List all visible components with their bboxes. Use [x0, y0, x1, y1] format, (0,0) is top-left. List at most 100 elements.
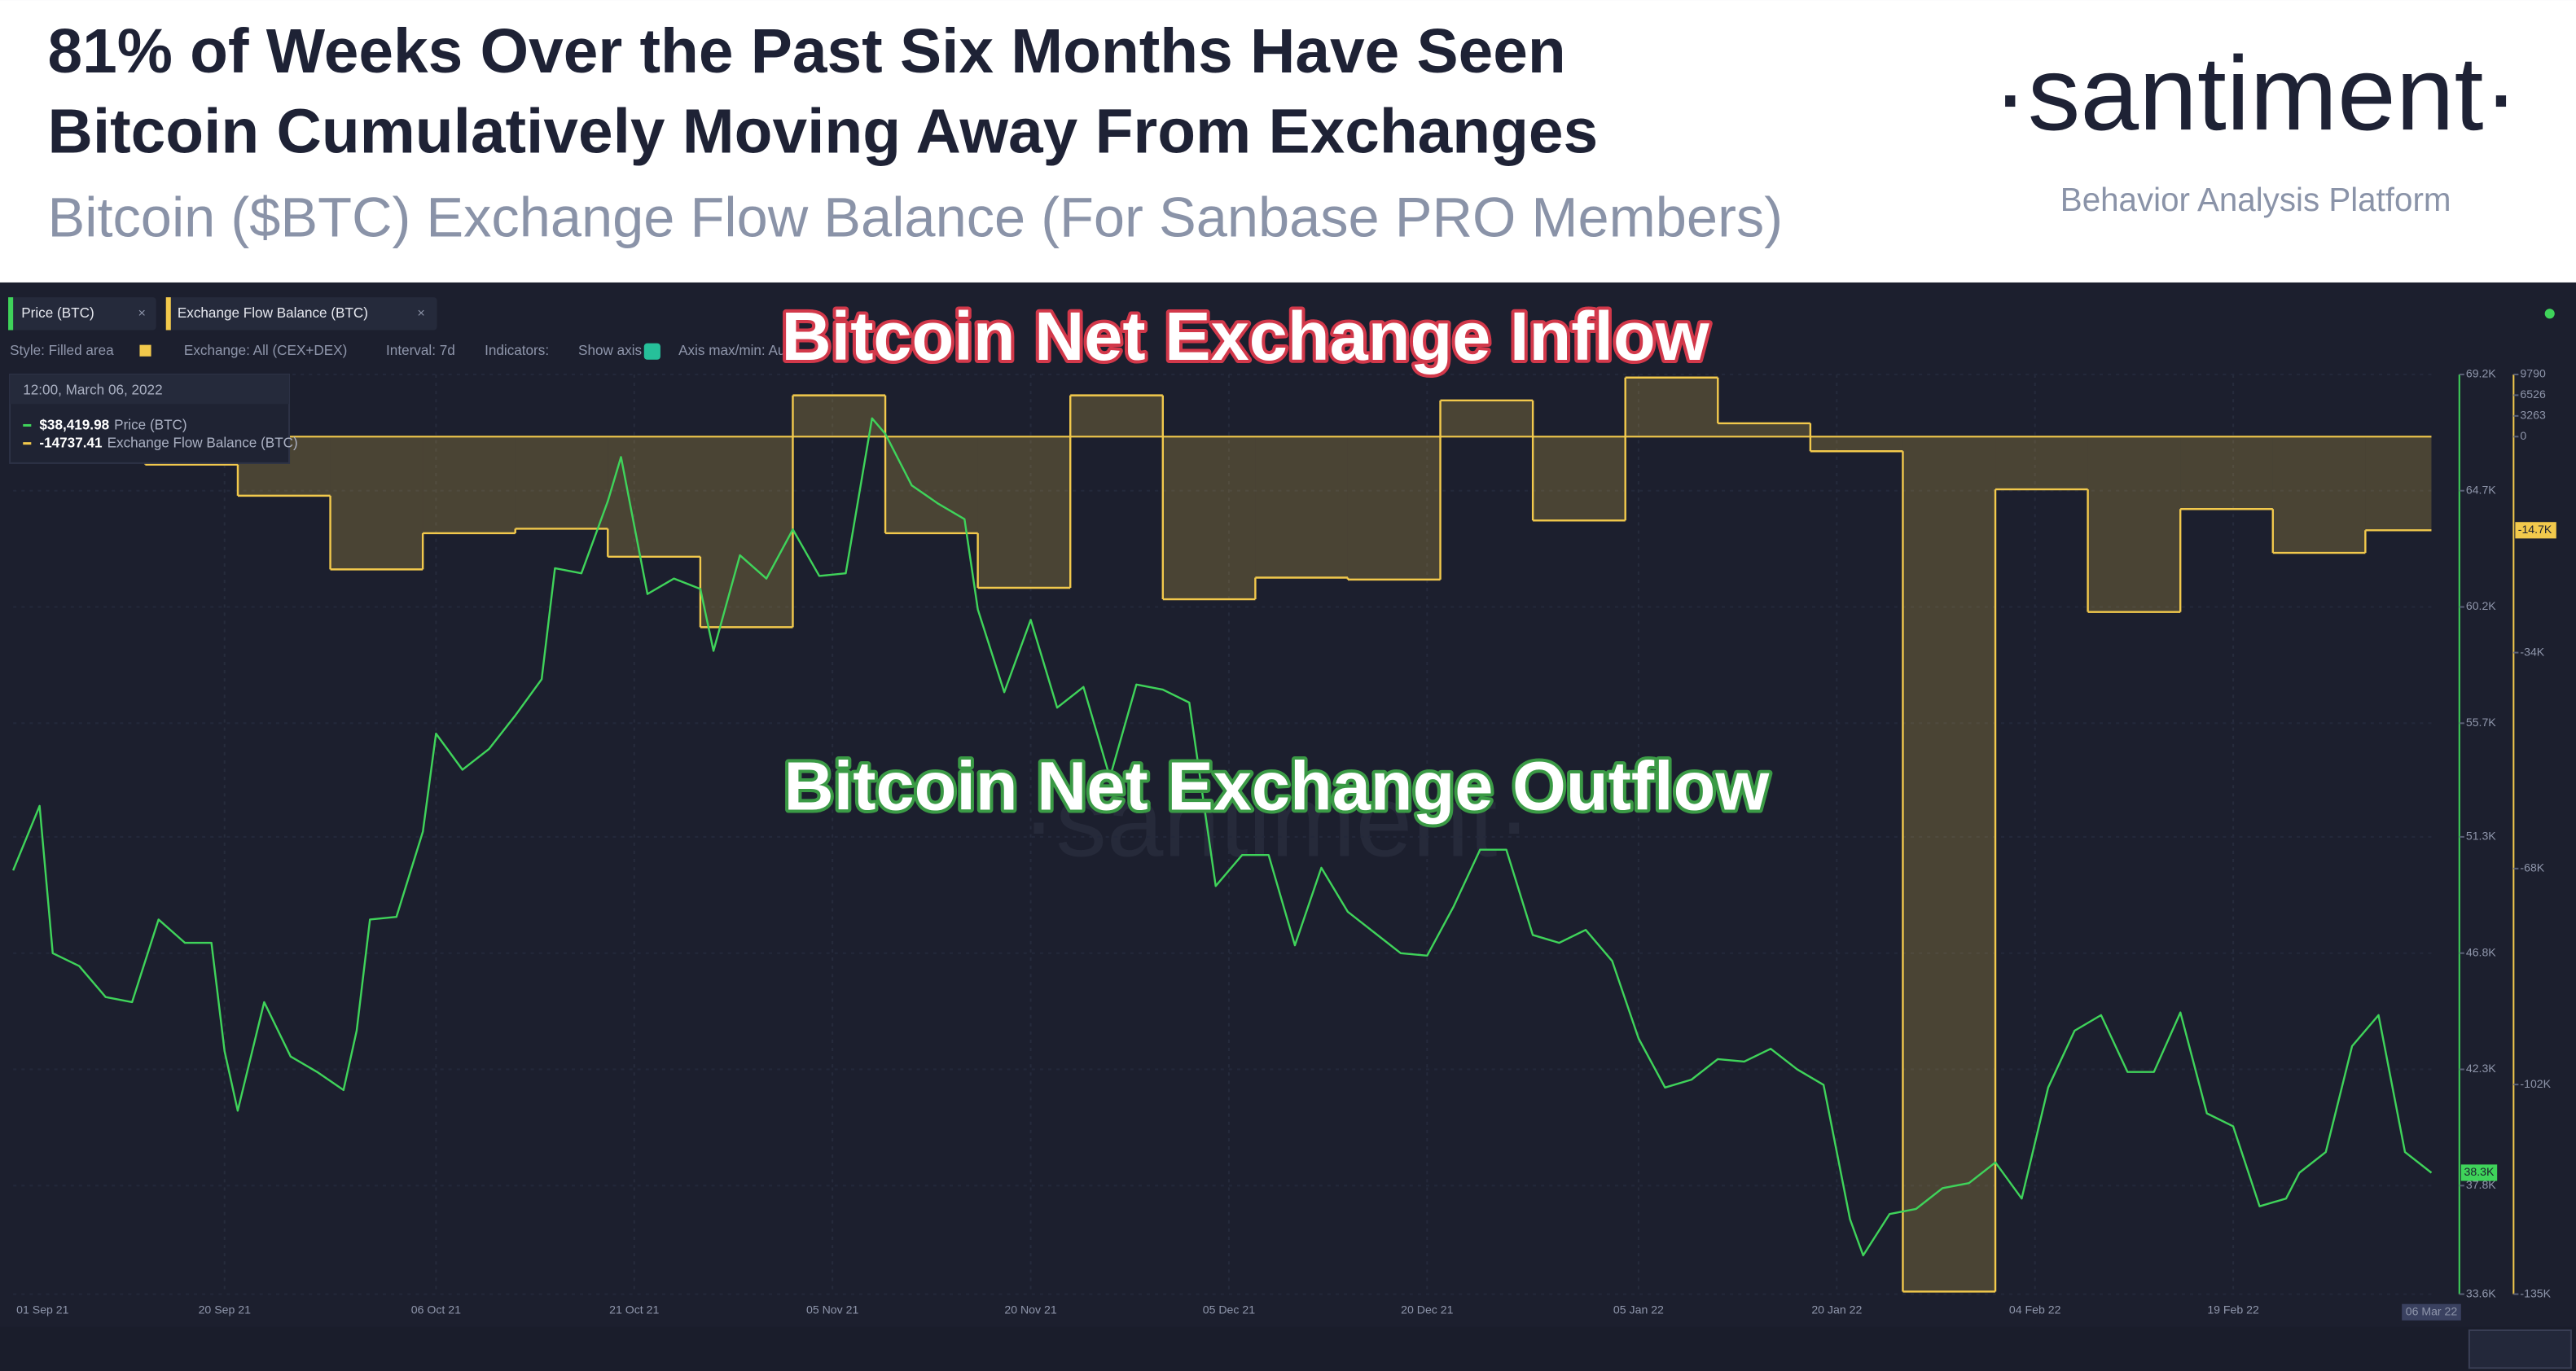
flow-area — [1255, 436, 1348, 578]
flow-area — [2180, 436, 2273, 510]
x-tick-label: 05 Dec 21 — [1203, 1303, 1255, 1316]
tooltip-series: Exchange Flow Balance (BTC) — [108, 434, 298, 450]
flow-area — [1440, 400, 1534, 437]
flow-area — [608, 436, 700, 557]
x-tick-label: 20 Sep 21 — [199, 1303, 251, 1316]
tooltip-date: 12:00, March 06, 2022 — [23, 382, 162, 398]
brand-tagline: Behavior Analysis Platform — [2060, 181, 2451, 218]
x-tick-label: 19 Feb 22 — [2207, 1303, 2259, 1316]
price-line — [12, 417, 2433, 1257]
title-line: Bitcoin Cumulatively Moving Away From Ex… — [47, 98, 1598, 167]
y2-tick-label: -102K — [2520, 1077, 2551, 1090]
style-select[interactable]: Style: Filled area — [10, 342, 114, 358]
watermark: ·santiment· — [1022, 764, 1531, 878]
chart-bg — [0, 282, 2576, 1371]
checkbox[interactable] — [643, 343, 660, 360]
close-icon[interactable]: × — [417, 306, 424, 321]
flow-area — [1533, 436, 1626, 521]
tab-color — [8, 297, 14, 331]
y-tick-label: 37.8K — [2466, 1178, 2496, 1191]
x-tick-label: 06 Oct 21 — [411, 1303, 461, 1316]
value-badge-label: 38.3K — [2464, 1165, 2495, 1178]
tooltip-row: $38,419.98 Price (BTC) — [39, 416, 187, 432]
brand-logo: ·santiment· — [1993, 35, 2519, 152]
x-tick-label: 20 Dec 21 — [1401, 1303, 1453, 1316]
cursor-badge — [2402, 1303, 2461, 1321]
tooltip-series: Price (BTC) — [114, 416, 187, 432]
subtitle: Bitcoin ($BTC) Exchange Flow Balance (Fo… — [47, 186, 1783, 248]
y-tick-label: 64.7K — [2466, 483, 2496, 496]
tooltip-head — [10, 374, 290, 405]
flow-area — [2087, 436, 2181, 612]
x-tick-label: 21 Oct 21 — [609, 1303, 659, 1316]
tab-color — [165, 297, 171, 331]
x-tick-label: 20 Jan 22 — [1811, 1303, 1862, 1316]
y-tick-label: 46.8K — [2466, 945, 2496, 958]
y2-tick-label: 6526 — [2520, 388, 2546, 401]
tooltip-value: -14737.41 — [39, 434, 103, 450]
annotation-inflow: Bitcoin Net Exchange Inflow — [781, 297, 1709, 375]
interval-select[interactable]: Interval: 7d — [386, 342, 455, 358]
flow-area — [515, 436, 608, 529]
y-tick-label: 51.3K — [2466, 830, 2496, 843]
tooltip-row: -14737.41 Exchange Flow Balance (BTC) — [39, 434, 297, 450]
y2-tick-label: -34K — [2520, 645, 2544, 658]
flow-area — [1162, 436, 1256, 600]
flow-area — [700, 436, 793, 628]
tab[interactable] — [8, 297, 156, 331]
header-bg — [0, 0, 2576, 283]
plot-area: 01 Sep 21 20 Sep 21 06 Oct 21 21 Oct 21 05 N… — [12, 367, 2556, 1321]
value-badge — [2460, 1164, 2498, 1181]
tab-label: Price (BTC) — [21, 304, 94, 321]
flow-area — [792, 395, 886, 437]
y-tick-label: 69.2K — [2466, 367, 2496, 380]
value-badge — [2515, 522, 2556, 539]
close-icon[interactable]: × — [138, 306, 145, 321]
flow-area — [1718, 423, 1810, 437]
x-tick-label: 20 Nov 21 — [1004, 1303, 1056, 1316]
navigator-window[interactable] — [2468, 1329, 2572, 1369]
y2-tick-label: 0 — [2520, 429, 2526, 442]
x-tick-label: 04 Feb 22 — [2009, 1303, 2061, 1316]
tooltip: 12:00, March 06, 2022 $38,419.98 Price (B… — [9, 373, 298, 464]
status-dot — [2544, 309, 2555, 319]
flow-area — [1070, 395, 1163, 437]
navigator — [0, 1326, 2576, 1371]
y-tick-label: 55.7K — [2466, 716, 2496, 729]
exchange-select[interactable]: Exchange: All (CEX+DEX) — [184, 342, 347, 358]
annotation-outflow: Bitcoin Net Exchange Outflow — [784, 747, 1771, 825]
show-axis[interactable]: Show axis — [578, 342, 642, 358]
y2-tick-label: 3263 — [2520, 409, 2546, 422]
flow-area — [330, 436, 423, 570]
tab-label: Exchange Flow Balance (BTC) — [178, 304, 368, 321]
tooltip-value: $38,419.98 — [39, 416, 109, 432]
x-tick-label: 01 Sep 21 — [16, 1303, 68, 1316]
flow-area — [1810, 436, 1903, 452]
indicators-select[interactable]: Indicators: — [485, 342, 549, 358]
y-tick-label: 33.6K — [2466, 1286, 2496, 1299]
flow-area — [1347, 436, 1441, 580]
value-badge-label: -14.7K — [2518, 523, 2552, 536]
flow-area — [977, 436, 1071, 589]
x-tick-label: 05 Nov 21 — [806, 1303, 858, 1316]
tab[interactable] — [165, 297, 437, 331]
y-tick-label: 60.2K — [2466, 599, 2496, 612]
flow-area — [2365, 436, 2432, 531]
flow-area — [1995, 436, 2088, 490]
x-tick-label: 05 Jan 22 — [1613, 1303, 1664, 1316]
flow-area — [1625, 377, 1718, 437]
y2-tick-label: 9790 — [2520, 367, 2546, 380]
y-tick-label: 42.3K — [2466, 1062, 2496, 1075]
y2-tick-label: -68K — [2520, 861, 2544, 874]
flow-area — [423, 436, 516, 533]
flow-area — [2272, 436, 2366, 554]
axis-minmax[interactable]: Axis max/min: Au — [678, 342, 785, 358]
flow-area — [1902, 436, 1996, 1292]
color-picker[interactable] — [139, 344, 151, 357]
cursor-label: 06 Mar 22 — [2406, 1305, 2458, 1318]
title-line: 81% of Weeks Over the Past Six Months Ha… — [47, 17, 1565, 86]
y2-tick-label: -135K — [2520, 1286, 2551, 1299]
